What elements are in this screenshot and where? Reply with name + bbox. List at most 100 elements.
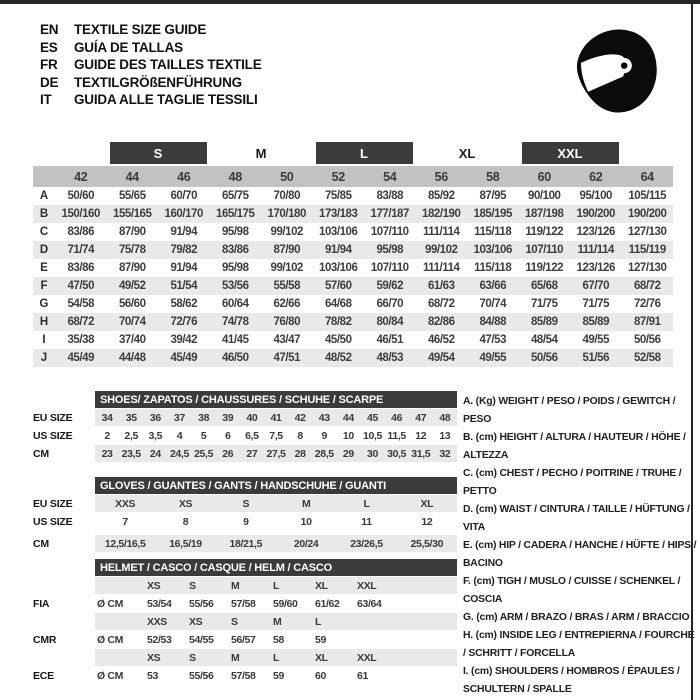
table-cell: 115/118 bbox=[474, 226, 512, 238]
row-cells: XXS XS S M L XL bbox=[95, 495, 457, 512]
column-header: 44 bbox=[106, 166, 158, 187]
table-cell: 28 bbox=[294, 447, 306, 460]
table-cell: 57/58 bbox=[231, 597, 256, 610]
table-row: US SIZE 7 8 9 10 11 12 bbox=[33, 513, 457, 530]
table-cell: 177/187 bbox=[364, 205, 416, 223]
table-cell: XL bbox=[315, 651, 328, 664]
table-cell: 8 bbox=[182, 515, 189, 528]
table-cell: 107/110 bbox=[370, 226, 409, 238]
table-cell: 20/24 bbox=[293, 537, 319, 550]
table-cell: 46/52 bbox=[427, 334, 455, 346]
legend-item: I. (cm) SHOULDERS / HOMBROS / ÉPAULES / … bbox=[463, 666, 680, 695]
row-label: B bbox=[33, 205, 55, 223]
table-cell: S bbox=[189, 651, 196, 664]
table-cell: 150/160 bbox=[55, 205, 107, 223]
table-cell: 9 bbox=[321, 429, 328, 442]
table-cell: 44 bbox=[342, 411, 354, 424]
table-cell: 87/90 bbox=[118, 262, 146, 274]
racing-helmet-icon bbox=[576, 29, 657, 113]
table-cell: XXL bbox=[357, 579, 377, 592]
table-row: FIA Ø CM 53/54 55/56 57/58 59/60 61/62 63/64 bbox=[33, 595, 457, 612]
table-cell: 39/42 bbox=[170, 334, 198, 346]
title-row-en: EN TEXTILE SIZE GUIDE bbox=[40, 21, 262, 39]
row-label: CM bbox=[33, 537, 49, 550]
table-cell: 55/58 bbox=[261, 277, 313, 295]
table-cell: 75/78 bbox=[106, 241, 158, 259]
table-cell: 38 bbox=[198, 411, 210, 424]
table-cell: 103/106 bbox=[319, 262, 358, 274]
table-cell: XS bbox=[189, 615, 203, 628]
table-cell: 48/53 bbox=[364, 349, 416, 367]
table-cell: 107/110 bbox=[370, 262, 409, 274]
table-cell: 28,5 bbox=[314, 447, 334, 460]
table-cell: 11,5 bbox=[387, 429, 406, 442]
table-cell: 8 bbox=[297, 429, 303, 442]
legend-item: C. (cm) CHEST / PECHO / POITRINE / TRUHE… bbox=[463, 468, 682, 497]
table-cell: 60/70 bbox=[170, 190, 198, 202]
row-label bbox=[33, 577, 95, 594]
table-cell: L bbox=[273, 579, 280, 592]
table-cell: 43/47 bbox=[273, 334, 301, 346]
row-label-spacer bbox=[33, 477, 95, 494]
table-cell: 12 bbox=[415, 429, 427, 442]
table-cell: 39 bbox=[222, 411, 234, 424]
table-cell: 111/114 bbox=[570, 241, 622, 259]
table-cell: 35/38 bbox=[67, 334, 95, 346]
table-cell: 26 bbox=[222, 447, 234, 460]
table-cell: 103/106 bbox=[319, 226, 358, 238]
table-cell: 72/76 bbox=[633, 298, 661, 310]
table-cell: 87/95 bbox=[479, 190, 507, 202]
table-cell: 45 bbox=[367, 411, 379, 424]
gloves-table-title: GLOVES / GUANTES / GANTS / HANDSCHUHE / … bbox=[95, 477, 457, 494]
table-cell bbox=[355, 631, 397, 648]
table-cell: 25,5/30 bbox=[410, 537, 444, 550]
column-header: 60 bbox=[518, 166, 570, 187]
table-cell: 55/65 bbox=[118, 190, 146, 202]
table-cell: 70/80 bbox=[273, 190, 301, 202]
table-cell: 85/92 bbox=[427, 190, 455, 202]
table-cell: 10 bbox=[342, 429, 354, 442]
table-cell: 55/56 bbox=[189, 597, 214, 610]
table-cell: XL bbox=[420, 497, 434, 510]
table-cell: 32 bbox=[439, 447, 451, 460]
table-cell: 111/114 bbox=[422, 262, 460, 274]
table-cell: 30 bbox=[367, 447, 379, 460]
size-band-s: S bbox=[109, 142, 207, 164]
table-cell: S bbox=[242, 497, 250, 510]
table-cell: 165/175 bbox=[209, 205, 261, 223]
table-cell: 80/84 bbox=[364, 313, 416, 331]
shoes-size-table: SHOES/ ZAPATOS / CHAUSSURES / SCHUHE / S… bbox=[33, 391, 457, 463]
table-cell bbox=[95, 613, 145, 630]
table-cell: 2 bbox=[104, 429, 110, 442]
table-cell: S bbox=[231, 615, 238, 628]
title-row-de: DE TEXTILGRÖßENFÜHRUNG bbox=[40, 74, 262, 92]
table-row: EU SIZE XXS XS S M L XL bbox=[33, 495, 457, 512]
table-cell: 72/76 bbox=[158, 313, 210, 331]
table-cell: 61/63 bbox=[415, 277, 467, 295]
table-cell: 52/53 bbox=[147, 633, 172, 646]
table-cell: 54/55 bbox=[189, 633, 214, 646]
table-cell: 47/51 bbox=[261, 349, 313, 367]
lang-title: TEXTILE SIZE GUIDE bbox=[74, 22, 207, 37]
table-row: CM 23 23,5 24 24,5 25,5 26 27 27,5 28 28,5 29 30 30,5… bbox=[33, 445, 457, 462]
table-cell: Ø CM bbox=[97, 597, 124, 610]
table-cell bbox=[355, 613, 397, 630]
table-cell: L bbox=[363, 497, 370, 510]
table-cell: 68/72 bbox=[621, 277, 673, 295]
table-cell: 182/190 bbox=[415, 205, 467, 223]
table-cell: 60 bbox=[315, 669, 326, 682]
table-cell: 47/50 bbox=[55, 277, 107, 295]
table-cell: 24,5 bbox=[169, 447, 189, 460]
table-cell: 37 bbox=[173, 411, 185, 424]
legend-item: F. (cm) TIGH / MUSLO / CUISSE / SCHENKEL… bbox=[463, 576, 681, 605]
table-cell: 99/102 bbox=[270, 226, 304, 238]
table-cell: 31,5 bbox=[411, 447, 431, 460]
table-cell: 123/126 bbox=[576, 262, 616, 274]
table-cell: 34 bbox=[101, 411, 113, 424]
table-cell: 30,5 bbox=[387, 447, 407, 460]
table-cell: 83/86 bbox=[67, 226, 95, 238]
table-cell: 4 bbox=[176, 429, 183, 442]
textile-size-table: S M L XL XXL 42 44 46 48 50 52 54 56 58 60 62 64 A 50/60 55… bbox=[33, 142, 673, 367]
table-cell: 99/102 bbox=[270, 262, 304, 274]
row-label: I bbox=[42, 334, 46, 346]
